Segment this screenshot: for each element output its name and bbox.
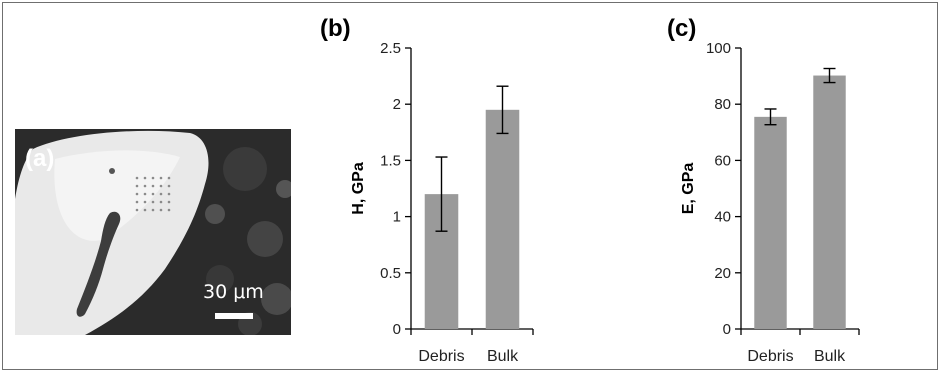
scale-bar [215,313,253,319]
y-axis-label: H, GPa [350,162,367,215]
y-tick-label: 0 [723,321,731,338]
y-tick-label: 20 [714,265,731,282]
panel-c-label: (c) [667,15,697,42]
y-tick-label: 1 [393,209,401,226]
y-tick-label: 100 [706,40,731,57]
y-tick-label: 60 [714,152,731,169]
y-tick-label: 0.5 [380,265,401,282]
x-category-label: Bulk [487,348,519,365]
x-category-label: Debris [418,348,464,365]
y-axis-label: E, GPa [680,163,697,215]
bar-bulk [485,109,520,329]
x-category-label: Bulk [814,348,846,365]
micrograph-image [15,129,291,335]
bar-debris [754,116,787,329]
bar-bulk [813,75,846,330]
scale-bar-label: 30 μm [203,281,264,303]
y-tick-label: 80 [714,96,731,113]
x-category-label: Debris [747,348,793,365]
y-tick-label: 2.5 [380,40,401,57]
panel-b-label: (b) [320,15,351,42]
modulus-chart: 0 20 40 60 80 100 Debris Bulk E, GPa [680,40,860,365]
figure-frame: (a) 30 μm (b) 0 0.5 1 1.5 2 2.5 Debris Bulk H, G… [2,2,938,370]
panel-a-label: (a) [25,145,55,172]
y-tick-label: 2 [393,96,401,113]
y-tick-label: 40 [714,209,731,226]
hardness-chart: 0 0.5 1 1.5 2 2.5 Debris Bulk H, GPa [350,40,534,365]
y-tick-label: 0 [393,321,401,338]
y-tick-label: 1.5 [380,152,401,169]
